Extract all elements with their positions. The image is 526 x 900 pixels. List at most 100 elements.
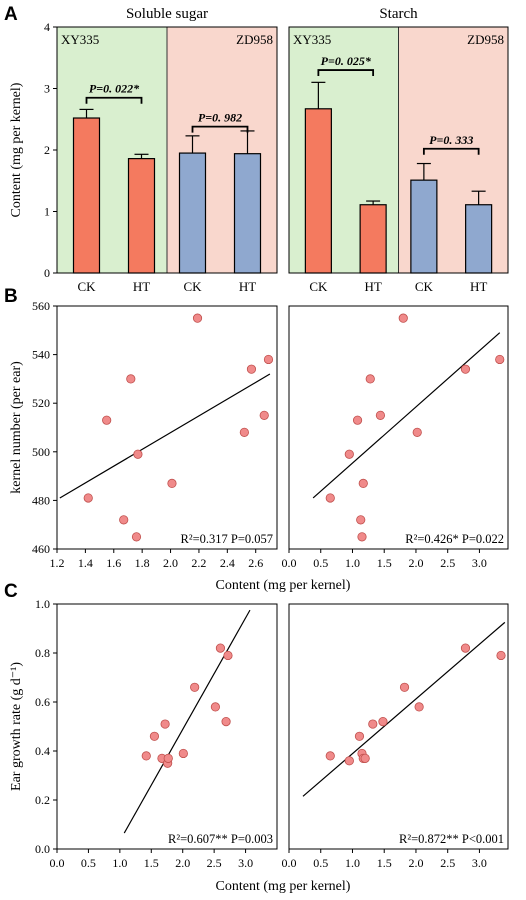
panel-a-starch-group-label-xy335: XY335: [293, 32, 331, 47]
panel-c-sugar-fit-line: [123, 609, 251, 834]
panel-a-starch-group-label-zd958: ZD958: [467, 32, 504, 47]
panel-a-sugar-ytick-label: 4: [44, 20, 50, 34]
panel-c-starch-point-1: [325, 751, 335, 761]
panel-b-sugar-fit-line: [59, 373, 271, 499]
panel-b-sugar-point-6: [133, 449, 143, 459]
panel-b-starch-point-3: [352, 415, 363, 425]
panel-b-sugar-point-5: [131, 532, 142, 542]
panel-a-sugar-sig-bracket-1: [85, 96, 143, 104]
panel-b-starch-xtick-label: 0.0: [282, 556, 297, 570]
panel-c-starch-point-3: [354, 731, 365, 741]
panel-b-starch-xtick-label: 2.5: [440, 556, 455, 570]
panel-label-c: C: [4, 581, 18, 602]
panel-b-starch-fit-line: [312, 332, 501, 499]
panel-b-sugar-frame: [56, 305, 278, 550]
panel-c-starch-point-10: [414, 702, 424, 712]
panel-c-sugar-point-2: [149, 731, 160, 741]
panel-a-sugar-sig-label-1: P=0. 022*: [89, 82, 140, 96]
panel-a-sugar-group-label-xy335: XY335: [61, 32, 99, 47]
panel-c-sugar-point-10: [215, 643, 226, 653]
panel-c-sugar-xtick-label: 3.0: [238, 856, 253, 870]
panel-b-sugar-ytick-label: 460: [32, 542, 50, 556]
panel-b-starch-xtick-label: 3.0: [472, 556, 487, 570]
panel-c-xlabel: Content (mg per kernel): [216, 879, 351, 894]
panel-c-sugar-xtick-label: 1.0: [112, 856, 127, 870]
panel-c-starch-xtick-label: 0.5: [313, 856, 328, 870]
panel-c-starch-point-11: [460, 643, 471, 653]
panel-c-sugar-ytick-label: 0.6: [35, 695, 50, 709]
panel-b-sugar-ylabel: kernel number (per ear): [9, 361, 24, 494]
panel-a-sugar-title: Soluble sugar: [126, 6, 208, 22]
panel-a-sugar-ytick-label: 1: [44, 205, 50, 219]
panel-b-starch-xtick-label: 1.5: [377, 556, 392, 570]
panel-a-starch-category-label: HT: [364, 279, 381, 294]
panel-a-sugar-category-label: CK: [183, 279, 202, 294]
panel-a-sugar-bar-2: [127, 158, 156, 274]
panel-b-sugar-point-2: [102, 415, 112, 425]
panel-b-starch-point-2: [344, 449, 354, 459]
panel-b-starch-xtick-label: 0.5: [313, 556, 328, 570]
panel-c-sugar-point-12: [223, 650, 233, 661]
panel-b-sugar-ytick-label: 560: [32, 299, 50, 313]
panel-b-sugar-point-10: [246, 364, 257, 374]
panel-b-starch-point-8: [375, 410, 386, 420]
panel-b-starch-point-7: [365, 374, 375, 384]
panel-c-sugar-point-1: [141, 751, 151, 761]
panel-b-starch-xtick-label: 1.0: [345, 556, 360, 570]
panel-b-sugar-ytick-label: 480: [32, 493, 50, 507]
panel-a-starch-sig-label-1: P=0. 025*: [321, 54, 372, 68]
panel-c-starch-xtick-label: 3.0: [472, 856, 487, 870]
panel-c-starch-stats: R²=0.872** P<0.001: [399, 832, 504, 846]
panel-a-starch-bar-3: [410, 179, 438, 274]
panel-b-sugar-xtick-label: 1.4: [78, 556, 93, 570]
panel-b-sugar-xtick-label: 1.6: [106, 556, 121, 570]
panel-c-sugar-stats: R²=0.607** P=0.003: [168, 832, 273, 846]
panel-c-starch-xtick-label: 0.0: [282, 856, 297, 870]
panel-label-a: A: [4, 4, 18, 25]
panel-c-starch-point-8: [378, 716, 388, 727]
panel-b-starch-point-6: [358, 478, 368, 488]
panel-c-sugar-point-7: [178, 748, 188, 759]
panel-c-sugar-ylabel: Ear growth rate (g d⁻¹): [9, 662, 24, 791]
panel-b-sugar-point-4: [126, 374, 136, 384]
panel-c-sugar-xtick-label: 0.5: [81, 856, 96, 870]
panel-a-starch-bar-2: [359, 204, 387, 274]
panel-c-sugar-point-8: [190, 682, 200, 692]
panel-a-sugar-bar-1: [72, 117, 101, 274]
panel-c-sugar-ytick-label: 0.8: [35, 646, 50, 660]
panel-c-starch-xtick-label: 2.5: [440, 856, 455, 870]
panel-b-xlabel: Content (mg per kernel): [216, 578, 351, 593]
panel-c-sugar-xtick-label: 2.5: [207, 856, 222, 870]
panel-c-starch-point-9: [399, 682, 410, 692]
panel-a-sugar-category-label: HT: [133, 279, 150, 294]
panel-b-starch-point-4: [356, 515, 366, 525]
panel-b-starch-point-1: [325, 493, 335, 503]
panel-c-sugar-xtick-label: 0.0: [50, 856, 65, 870]
panel-b-starch-point-5: [357, 532, 367, 542]
panel-a-starch-category-label: CK: [309, 279, 328, 294]
panel-c-starch-xtick-label: 1.5: [377, 856, 392, 870]
panel-b-sugar-ytick-label: 520: [32, 396, 50, 410]
panel-b-starch-stats: R²=0.426* P=0.022: [405, 532, 504, 546]
panel-a-sugar-category-label: CK: [77, 279, 96, 294]
panel-c-sugar-ytick-label: 0.2: [35, 793, 50, 807]
panel-a-starch-category-label: CK: [415, 279, 434, 294]
panel-b-sugar-point-8: [192, 313, 203, 323]
panel-a-sugar-bar-3: [178, 152, 207, 274]
panel-b-sugar-xtick-label: 2.6: [248, 556, 263, 570]
panel-b-starch-point-11: [460, 364, 471, 374]
panel-a-sugar-ytick-label: 2: [44, 143, 50, 157]
panel-a-sugar-sig-bracket-2: [191, 125, 249, 133]
panel-c-sugar-ytick-label: 0.0: [35, 842, 50, 856]
panel-c-starch-point-2: [344, 756, 354, 766]
panel-b-starch-point-12: [495, 354, 505, 365]
panel-c-sugar-xtick-label: 1.5: [144, 856, 159, 870]
panel-b-starch-point-9: [398, 313, 408, 323]
panel-b-sugar-xtick-label: 2.4: [220, 556, 235, 570]
panel-a-starch-sig-bracket-2: [422, 147, 480, 155]
panel-a-starch-sig-bracket-1: [317, 69, 375, 77]
panel-a-starch-category-label: HT: [470, 279, 487, 294]
panel-c-sugar-point-4: [160, 719, 170, 729]
panel-b-sugar-xtick-label: 2.0: [163, 556, 178, 570]
